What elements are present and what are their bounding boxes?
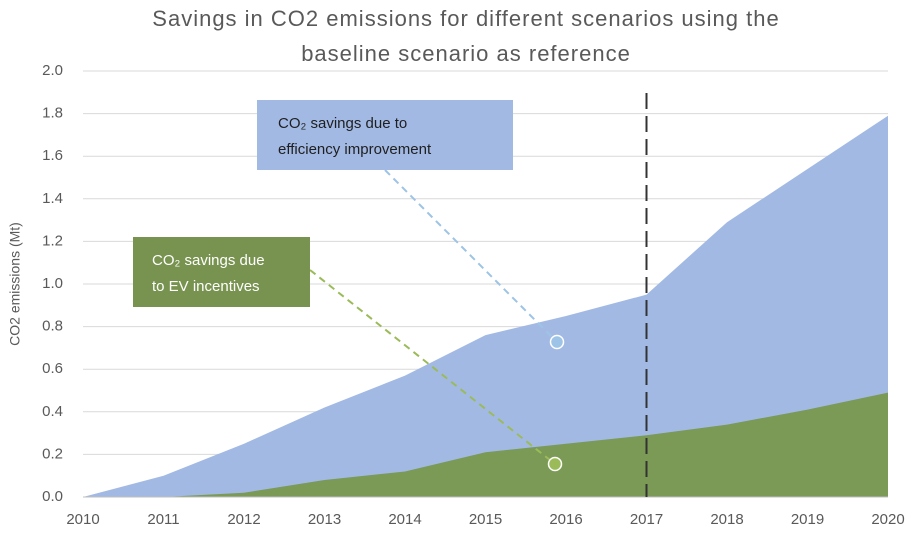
annotation-dot <box>549 334 565 350</box>
x-tick-label: 2012 <box>227 511 260 528</box>
x-tick-label: 2019 <box>791 511 824 528</box>
y-tick-label: 0.8 <box>42 318 63 335</box>
y-tick-label: 1.6 <box>42 147 63 164</box>
leader-line <box>309 269 556 465</box>
y-axis-label: CO2 emissions (Mt) <box>7 222 23 346</box>
leader-line <box>384 169 558 343</box>
y-tick-label: 1.2 <box>42 232 63 249</box>
y-tick-label: 0.0 <box>42 488 63 505</box>
y-tick-label: 1.4 <box>42 190 63 207</box>
y-tick-label: 0.2 <box>42 445 63 462</box>
annotation-dot <box>547 456 563 472</box>
x-tick-label: 2017 <box>630 511 663 528</box>
y-tick-label: 0.4 <box>42 403 63 420</box>
x-tick-label: 2013 <box>308 511 341 528</box>
x-tick-label: 2011 <box>147 511 179 528</box>
chart-title: Savings in CO2 emissions for different s… <box>152 6 779 31</box>
annotation-text: CO₂ savings due to <box>278 115 407 132</box>
y-tick-label: 2.0 <box>42 62 63 79</box>
x-tick-label: 2015 <box>469 511 502 528</box>
x-tick-label: 2014 <box>388 511 421 528</box>
x-tick-label: 2020 <box>871 511 904 528</box>
annotation-text: to EV incentives <box>152 278 260 295</box>
annotation-text: CO₂ savings due <box>152 252 265 269</box>
y-tick-label: 1.8 <box>42 105 63 122</box>
chart-title: baseline scenario as reference <box>301 41 631 66</box>
x-tick-label: 2010 <box>66 511 99 528</box>
x-tick-label: 2016 <box>549 511 582 528</box>
y-tick-label: 1.0 <box>42 275 63 292</box>
area <box>83 115 888 497</box>
area <box>83 392 888 497</box>
annotation-text: efficiency improvement <box>278 141 432 158</box>
annotation-box <box>133 237 310 307</box>
x-tick-label: 2018 <box>710 511 743 528</box>
annotation-box <box>257 100 513 170</box>
y-tick-label: 0.6 <box>42 360 63 377</box>
